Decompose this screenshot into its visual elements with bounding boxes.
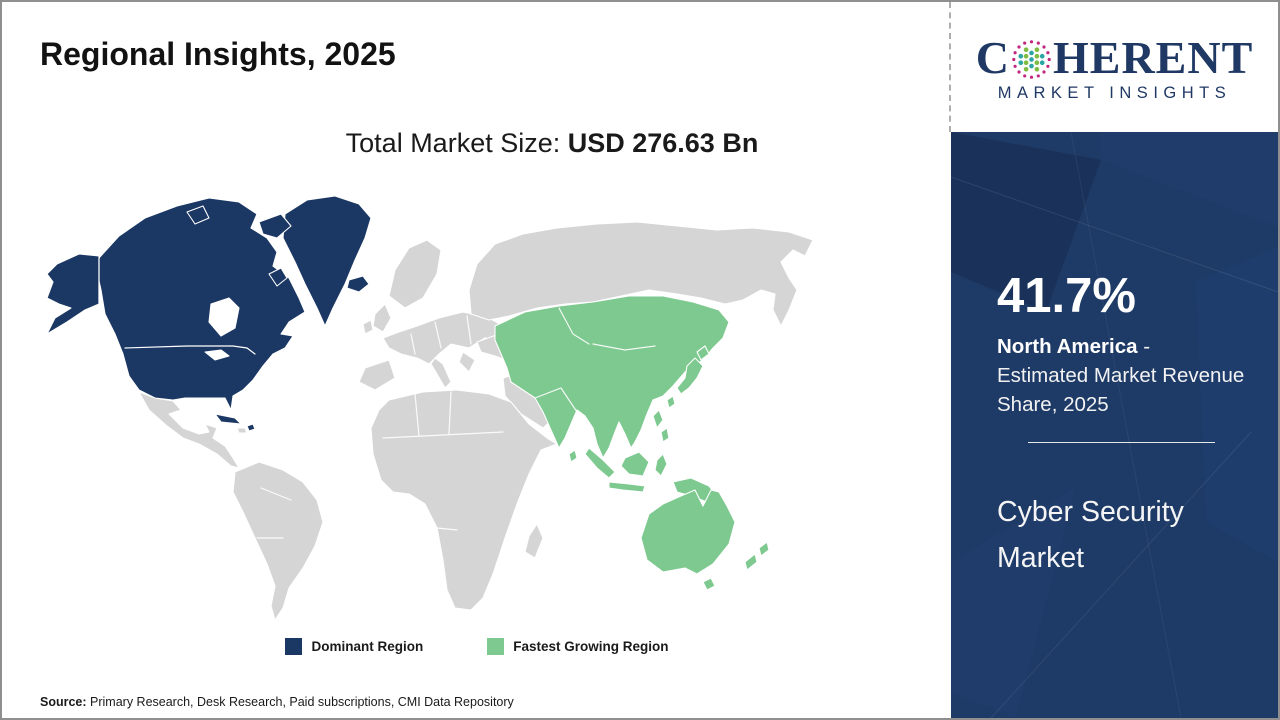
total-market-size-label: Total Market Size: <box>345 128 568 158</box>
map-region-africa <box>370 389 558 611</box>
market-name: Cyber Security Market <box>997 495 1184 574</box>
fastest-growing-region-label: Fastest Growing Region <box>513 639 669 654</box>
total-market-size-value: USD 276.63 Bn <box>567 128 759 158</box>
market-share-value: 41.7% <box>997 269 1136 323</box>
map-region-asia-pacific <box>494 295 770 591</box>
dominant-region-swatch <box>285 638 303 655</box>
total-market-size: Total Market Size: USD 276.63 Bn <box>152 128 952 159</box>
source-text: Primary Research, Desk Research, Paid su… <box>86 695 514 709</box>
world-map <box>46 195 814 621</box>
market-share-rest: - Estimated Market Revenue Share, 2025 <box>997 334 1245 416</box>
highlight-sidebar: 41.7% North America - Estimated Market R… <box>951 132 1278 718</box>
source-label: Source: <box>40 695 87 709</box>
sidebar-content: 41.7% North America - Estimated Market R… <box>997 269 1245 581</box>
brand-tagline: MARKET INSIGHTS <box>997 84 1232 102</box>
globe-dots-icon <box>1012 39 1051 79</box>
sidebar-divider <box>1027 441 1215 443</box>
brand-wordmark: C HERENT <box>976 35 1254 81</box>
map-country-borders <box>256 307 656 539</box>
map-legend: Dominant Region Fastest Growing Region <box>37 638 917 655</box>
fastest-growing-region-swatch <box>487 638 505 655</box>
map-region-north-america <box>46 195 372 432</box>
brand-prefix: C <box>975 32 1010 83</box>
sidebar-map-texture <box>951 132 1278 718</box>
legend-item-fastest-growing: Fastest Growing Region <box>487 638 669 655</box>
market-share-description: North America - Estimated Market Revenue… <box>997 332 1245 419</box>
brand-logo: C HERENT MARKET IN <box>949 2 1278 132</box>
page-title: Regional Insights, 2025 <box>40 36 396 72</box>
map-region-mexico-central-america <box>138 391 248 469</box>
market-share-region: North America <box>997 334 1138 358</box>
legend-item-dominant: Dominant Region <box>285 638 423 655</box>
dominant-region-label: Dominant Region <box>311 639 424 654</box>
source-note: Source: Primary Research, Desk Research,… <box>40 695 514 709</box>
brand-suffix: HERENT <box>1052 32 1254 83</box>
map-region-south-america <box>232 461 324 621</box>
map-region-russia-cis <box>468 221 814 327</box>
